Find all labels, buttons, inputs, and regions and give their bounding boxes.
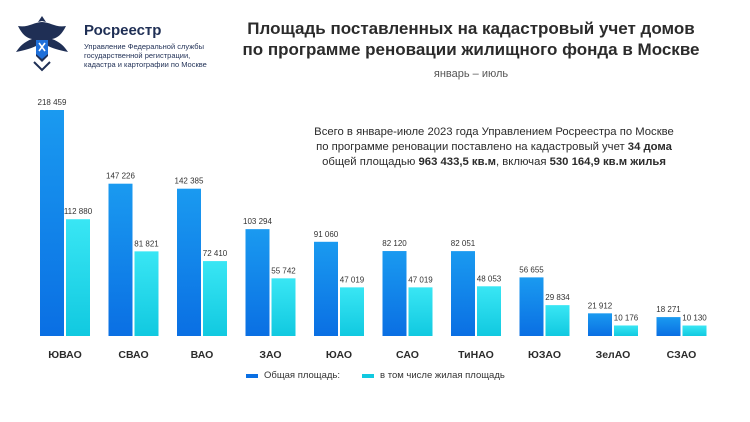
data-label: 48 053 bbox=[477, 274, 502, 283]
bar-living-area bbox=[545, 305, 570, 336]
org-subtitle-line: государственной регистрации, bbox=[84, 51, 191, 60]
summary-part: общей площадью bbox=[322, 156, 419, 168]
legend-item-total: Общая площадь: bbox=[246, 370, 340, 381]
bar-living-area bbox=[271, 278, 296, 336]
bar-living-area bbox=[66, 219, 90, 336]
category-label: САО bbox=[396, 349, 419, 361]
bar-total-area bbox=[656, 317, 681, 336]
data-label: 112 880 bbox=[64, 207, 93, 216]
category-label: ЮАО bbox=[326, 349, 352, 361]
chart-title-line: Площадь поставленных на кадастровый учет… bbox=[247, 19, 695, 38]
summary-part: , включая bbox=[496, 156, 550, 168]
bar-total-area bbox=[451, 251, 475, 336]
org-subtitle-line: Управление Федеральной службы bbox=[84, 42, 204, 51]
data-label: 18 271 bbox=[656, 305, 681, 314]
bar-living-area bbox=[134, 251, 159, 336]
legend-item-living: в том числе жилая площадь bbox=[362, 370, 505, 381]
data-label: 81 821 bbox=[134, 239, 159, 248]
category-label: ЮЗАО bbox=[528, 349, 561, 361]
data-label: 47 019 bbox=[340, 275, 365, 284]
org-name: Росреестр bbox=[84, 22, 162, 39]
bar-total-area bbox=[519, 277, 544, 336]
bar-living-area bbox=[614, 325, 638, 336]
data-label: 21 912 bbox=[588, 301, 613, 310]
data-label: 10 176 bbox=[614, 313, 639, 322]
bar-total-area bbox=[382, 251, 407, 336]
category-label: ЮВАО bbox=[48, 349, 82, 361]
bar-total-area bbox=[108, 183, 133, 336]
bar-living-area bbox=[682, 325, 707, 336]
data-label: 218 459 bbox=[38, 98, 67, 107]
data-label: 55 742 bbox=[271, 266, 296, 275]
data-label: 82 120 bbox=[382, 239, 407, 248]
summary-living-area: 530 164,9 кв.м жилья bbox=[549, 156, 666, 168]
legend-swatch-living bbox=[362, 373, 375, 378]
legend-swatch-total bbox=[246, 373, 258, 378]
data-label: 103 294 bbox=[243, 217, 272, 226]
summary-part: Всего в январе-июле 2023 года Управление… bbox=[314, 126, 674, 138]
bar-living-area bbox=[408, 287, 433, 336]
summary-text: Всего в январе-июле 2023 года Управление… bbox=[274, 125, 714, 170]
data-label: 10 130 bbox=[682, 314, 707, 323]
category-label: СЗАО bbox=[667, 349, 697, 361]
chart-title: Площадь поставленных на кадастровый учет… bbox=[236, 18, 706, 60]
data-label: 142 385 bbox=[175, 177, 204, 186]
bar-living-area bbox=[477, 286, 501, 336]
category-label: ВАО bbox=[191, 349, 214, 361]
bar-living-area bbox=[203, 261, 227, 336]
data-label: 29 834 bbox=[545, 293, 570, 302]
bar-total-area bbox=[314, 241, 338, 336]
legend-label-total: Общая площадь: bbox=[264, 370, 341, 381]
bar-total-area bbox=[245, 229, 270, 336]
summary-houses: 34 дома bbox=[627, 141, 672, 153]
data-label: 56 655 bbox=[519, 265, 544, 274]
chart-legend: Общая площадь: в том числе жилая площадь bbox=[246, 370, 505, 381]
data-label: 47 019 bbox=[408, 275, 433, 284]
summary-part: по программе реновации поставлено на кад… bbox=[316, 141, 628, 153]
bar-living-area bbox=[340, 287, 364, 336]
legend-label-living: в том числе жилая площадь bbox=[380, 370, 505, 381]
data-label: 72 410 bbox=[203, 249, 228, 258]
category-label: СВАО bbox=[118, 349, 148, 361]
bar-total-area bbox=[588, 313, 612, 336]
category-label: ЗелАО bbox=[596, 349, 631, 361]
data-label: 82 051 bbox=[451, 239, 476, 248]
rosreestr-eagle-logo bbox=[16, 16, 68, 72]
category-label: ТиНАО bbox=[458, 349, 494, 361]
data-label: 91 060 bbox=[314, 230, 339, 239]
bar-total-area bbox=[40, 110, 64, 336]
data-label: 147 226 bbox=[106, 172, 135, 181]
chart-title-line: по программе реновации жилищного фонда в… bbox=[242, 40, 700, 59]
chart-subtitle: январь – июль bbox=[433, 68, 509, 80]
category-label: ЗАО bbox=[259, 349, 281, 361]
summary-total-area: 963 433,5 кв.м bbox=[418, 156, 497, 168]
bar-total-area bbox=[177, 188, 201, 336]
org-subtitle-line: кадастра и картографии по Москве bbox=[84, 60, 207, 69]
org-subtitle: Управление Федеральной службы государств… bbox=[84, 42, 244, 69]
